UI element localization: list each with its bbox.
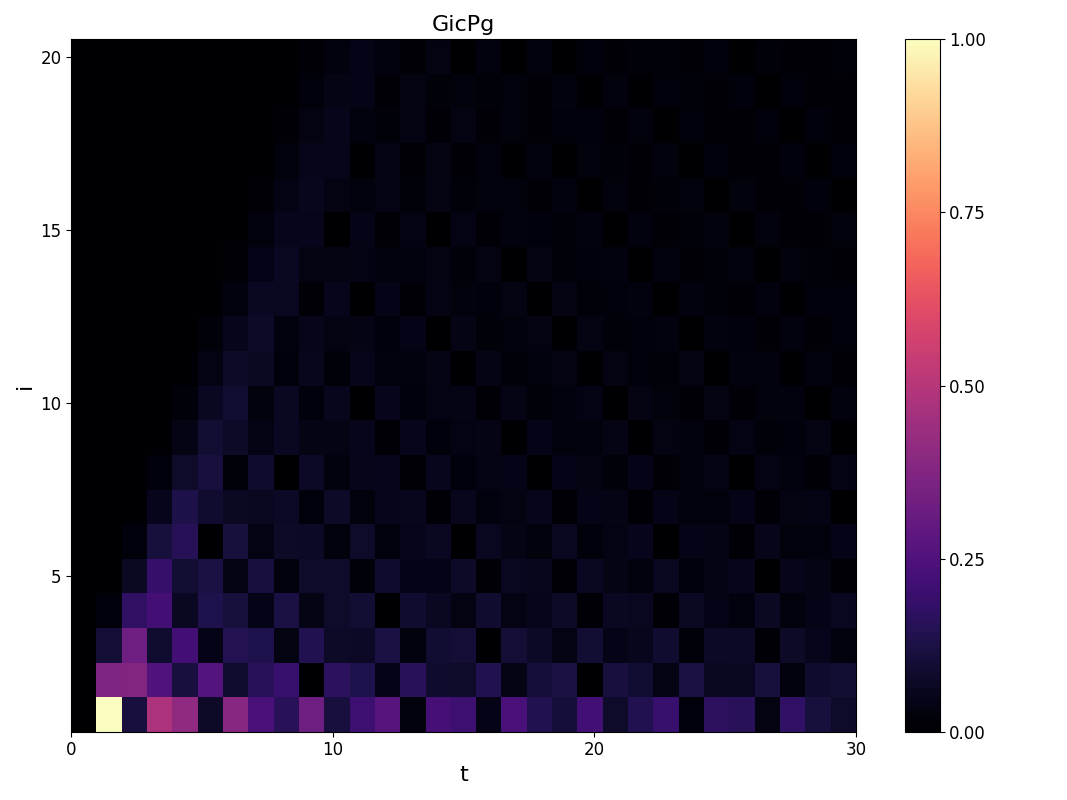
X-axis label: t: t [459, 765, 468, 785]
Y-axis label: i: i [15, 382, 35, 389]
Title: GicPg: GicPg [432, 15, 495, 35]
